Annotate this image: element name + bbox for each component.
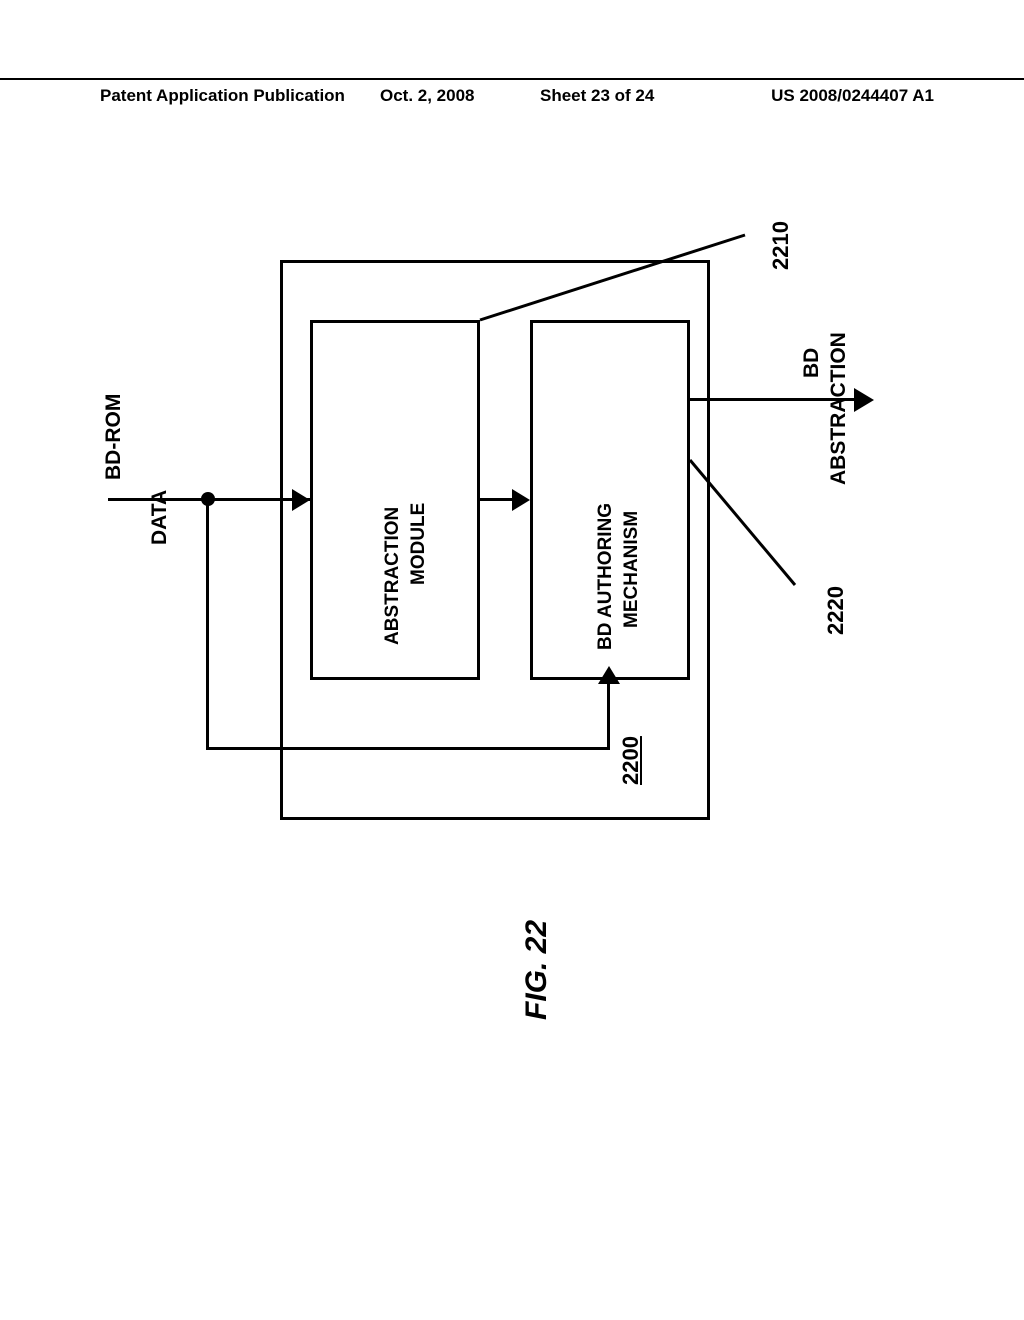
output-label-2: ABSTRACTION: [827, 332, 851, 485]
ref-2200: 2200: [618, 736, 644, 785]
inter-box-arrow: [512, 489, 530, 511]
header-sheet: Sheet 23 of 24: [540, 86, 654, 106]
input-label-data-2: DATA: [148, 490, 172, 545]
authoring-text-2: MECHANISM: [621, 511, 643, 628]
output-label-1: BD: [800, 348, 824, 378]
output-arrow: [854, 388, 874, 412]
abstraction-text-2: MODULE: [408, 503, 430, 585]
ref-2210: 2210: [768, 221, 794, 270]
arrow-into-abstraction: [292, 489, 310, 511]
page-header: Patent Application Publication Oct. 2, 2…: [0, 78, 1024, 106]
bd-branch-right: [206, 747, 609, 750]
header-date: Oct. 2, 2008: [380, 86, 475, 106]
input-label-bdrom-2: BD-ROM: [102, 394, 126, 480]
arrow-into-authoring: [598, 666, 620, 684]
ref-2220: 2220: [823, 586, 849, 635]
bd-branch-up: [607, 680, 610, 750]
authoring-text-1: BD AUTHORING: [595, 503, 617, 650]
figure-diagram-v2: BD-ROM DATA ABSTRACTION MODULE BD AUTHOR…: [100, 180, 920, 1080]
bd-branch-down: [206, 500, 209, 749]
abstraction-text-1: ABSTRACTION: [382, 507, 404, 645]
header-pubno: US 2008/0244407 A1: [771, 86, 934, 106]
figure-label: FIG. 22: [520, 920, 554, 1020]
header-publication: Patent Application Publication: [100, 86, 345, 106]
